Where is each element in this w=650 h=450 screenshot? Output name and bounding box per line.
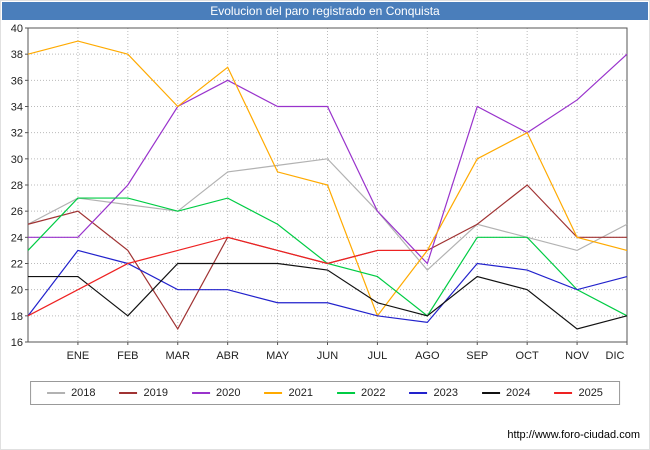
legend-label-2025: 2025	[578, 387, 603, 399]
legend-label-2024: 2024	[505, 387, 531, 399]
y-tick-label: 16	[11, 337, 23, 349]
legend-label-2022: 2022	[361, 387, 386, 399]
y-tick-label: 40	[11, 23, 23, 35]
x-tick-label: JUN	[317, 350, 338, 362]
legend-item-2023: 2023	[409, 387, 458, 399]
series-2021-line	[27, 40, 628, 318]
legend-swatch-2018	[47, 392, 66, 394]
legend-swatch-2019	[119, 392, 138, 394]
y-tick-label: 34	[11, 102, 23, 114]
legend-label-2019: 2019	[143, 387, 169, 399]
y-tick-label: 20	[11, 285, 23, 297]
legend-item-2022: 2022	[337, 387, 385, 399]
x-tick-label: JUL	[368, 350, 388, 362]
legend-item-2018: 2018	[47, 387, 96, 399]
chart-title-bar: Evolucion del paro registrado en Conquis…	[2, 2, 648, 20]
y-tick-label: 22	[11, 259, 23, 271]
legend-label-2018: 2018	[71, 387, 96, 399]
x-tick-label: MAR	[166, 350, 191, 362]
x-tick-label: MAY	[266, 350, 290, 362]
x-tick-label: NOV	[565, 350, 590, 362]
x-tick-label: FEB	[117, 350, 138, 362]
series-2025-line	[27, 236, 428, 317]
series-2024-line	[28, 262, 628, 330]
y-tick-label: 30	[11, 154, 23, 166]
y-tick-label: 32	[11, 128, 23, 140]
y-tick-label: 36	[11, 75, 23, 87]
legend-swatch-2022	[337, 392, 355, 394]
legend-swatch-2023	[409, 392, 428, 394]
x-tick-label: ABR	[216, 350, 239, 362]
legend-swatch-2020	[192, 392, 211, 394]
chart-title: Evolucion del paro registrado en Conquis…	[210, 4, 440, 18]
legend: 2018 2019 2020 2021 2022 2023 2024 2025	[30, 381, 620, 405]
y-tick-label: 38	[11, 49, 23, 61]
y-tick-label: 18	[11, 311, 23, 323]
plot-border	[27, 27, 628, 343]
legend-label-2020: 2020	[216, 387, 241, 399]
legend-item-2024: 2024	[481, 387, 531, 399]
legend-label-2023: 2023	[433, 387, 458, 399]
y-tick-label: 26	[11, 206, 23, 218]
x-tick-label: OCT	[516, 350, 540, 362]
legend-swatch-2025	[554, 392, 573, 394]
x-tick-label: SEP	[466, 350, 488, 362]
line-chart: 16 18 20 22 24 26 28 30 32 34 36 38 40 ENE FEB MAR ABR MA…	[11, 23, 628, 362]
x-tick-label: AGO	[415, 350, 440, 362]
legend-label-2021: 2021	[288, 387, 313, 399]
legend-swatch-2021	[264, 392, 283, 394]
legend-item-2025: 2025	[554, 387, 603, 399]
legend-item-2021: 2021	[264, 387, 313, 399]
legend-swatch-2024	[481, 392, 500, 394]
footer: http://www.foro-ciudad.com	[507, 429, 640, 441]
x-tick-label: DIC	[606, 350, 625, 362]
legend-item-2020: 2020	[192, 387, 241, 399]
y-tick-label: 24	[11, 232, 23, 244]
x-tick-label: ENE	[67, 350, 90, 362]
legend-item-2019: 2019	[119, 387, 169, 399]
footer-url[interactable]: http://www.foro-ciudad.com	[507, 429, 640, 441]
y-tick-label: 28	[11, 180, 23, 192]
